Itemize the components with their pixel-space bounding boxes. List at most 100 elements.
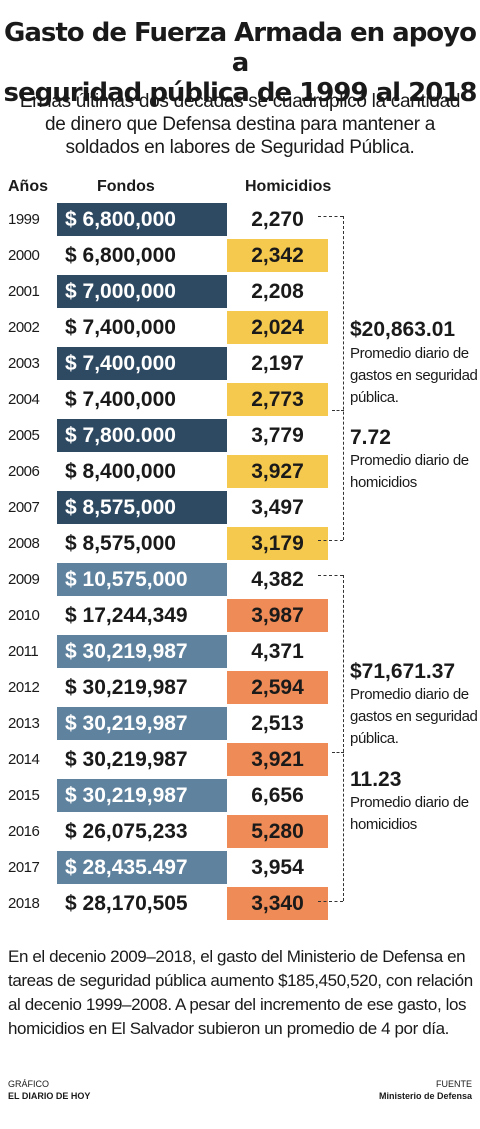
chart-subtitle: En las últimas dos décadas se cuadruplic… (19, 91, 461, 158)
bracket-1999-2008 (343, 216, 344, 540)
footer-note: En el decenio 2009–2018, el gasto del Mi… (8, 947, 473, 1038)
homicidios-cell: 4,371 (251, 640, 304, 663)
year-cell: 2014 (8, 751, 40, 768)
fondos-cell: $ 30,219,987 (57, 779, 227, 812)
table-row: 2007 $ 8,575,000 3,497 (0, 491, 480, 524)
table-row: 2014 $ 30,219,987 3,921 (0, 743, 480, 776)
year-cell: 2002 (8, 319, 40, 336)
column-header-homicidios: Homicidios (245, 178, 332, 195)
fondos-cell: $ 6,800,000 (65, 244, 176, 267)
fondos-cell: $ 7,400,000 (65, 388, 176, 411)
homicidios-cell: 2,270 (251, 208, 304, 231)
table-row: 2002 $ 7,400,000 2,024 (0, 311, 480, 344)
table-row: 2000 $ 6,800,000 2,342 (0, 239, 480, 272)
fondos-cell: $ 30,219,987 (65, 676, 188, 699)
stat-gasto-2009-2018: $71,671.37 (350, 660, 456, 683)
title-line-1: Gasto de Fuerza Armada en apoyo a (4, 18, 477, 78)
table-row: 2017 $ 28,435.497 3,954 (0, 851, 480, 884)
table-row: 2005 $ 7,800.000 3,779 (0, 419, 480, 452)
table-row: 2008 $ 8,575,000 3,179 (0, 527, 480, 560)
year-cell: 2006 (8, 463, 40, 480)
homicidios-cell: 2,197 (251, 352, 304, 375)
fondos-cell: $ 8,400,000 (65, 460, 176, 483)
fondos-cell: $ 30,219,987 (57, 635, 227, 668)
fondos-cell: $ 7,400,000 (57, 347, 227, 380)
homicidios-cell: 3,987 (227, 599, 328, 632)
homicidios-cell: 3,497 (251, 496, 304, 519)
homicidios-cell: 6,656 (251, 784, 304, 807)
stat-homicidios-label-1999-2008: Promedio diario de homicidios (350, 452, 469, 491)
credit-fuente-label: FUENTE (436, 1079, 472, 1089)
bracket-2-mid-tick (332, 752, 344, 753)
table-row: 2010 $ 17,244,349 3,987 (0, 599, 480, 632)
homicidios-cell: 2,024 (227, 311, 328, 344)
homicidios-cell: 2,773 (227, 383, 328, 416)
homicidios-cell: 2,594 (227, 671, 328, 704)
year-cell: 2008 (8, 535, 40, 552)
homicidios-cell: 3,340 (227, 887, 328, 920)
year-cell: 2004 (8, 391, 40, 408)
homicidios-cell: 2,513 (251, 712, 304, 735)
year-cell: 2003 (8, 355, 40, 372)
table-row: 2001 $ 7,000,000 2,208 (0, 275, 480, 308)
stat-gasto-label-1999-2008: Promedio diario de gastos en seguridad p… (350, 345, 478, 406)
stat-homicidios-1999-2008: 7.72 (350, 426, 391, 449)
fondos-cell: $ 7,800.000 (57, 419, 227, 452)
year-cell: 1999 (8, 211, 40, 228)
table-row: 2016 $ 26,075,233 5,280 (0, 815, 480, 848)
fondos-cell: $ 7,400,000 (65, 316, 176, 339)
credit-fuente-value: Ministerio de Defensa (378, 1091, 472, 1101)
table-row: 2004 $ 7,400,000 2,773 (0, 383, 480, 416)
bracket-1-bottom-tick (318, 540, 343, 541)
homicidios-cell: 3,921 (227, 743, 328, 776)
credit-fuente: FUENTE Ministerio de Defensa (379, 1078, 472, 1102)
table-row: 2018 $ 28,170,505 3,340 (0, 887, 480, 920)
year-cell: 2013 (8, 715, 40, 732)
year-cell: 2015 (8, 787, 40, 804)
fondos-cell: $ 28,170,505 (65, 892, 188, 915)
homicidios-cell: 3,779 (251, 424, 304, 447)
credit-grafico: GRÁFICO EL DIARIO DE HOY (8, 1078, 90, 1102)
bracket-2-top-tick (318, 575, 343, 576)
year-cell: 2018 (8, 895, 40, 912)
homicidios-cell: 3,954 (251, 856, 304, 879)
stat-homicidios-label-2009-2018: Promedio diario de homicidios (350, 794, 469, 833)
column-header-years: Años (8, 178, 48, 195)
table-row: 2006 $ 8,400,000 3,927 (0, 455, 480, 488)
table-row: 2011 $ 30,219,987 4,371 (0, 635, 480, 668)
fondos-cell: $ 7,000,000 (57, 275, 227, 308)
homicidios-cell: 5,280 (227, 815, 328, 848)
homicidios-cell: 2,342 (227, 239, 328, 272)
stat-gasto-label-2009-2018: Promedio diario de gastos en seguridad p… (350, 686, 478, 747)
homicidios-cell: 3,927 (227, 455, 328, 488)
year-cell: 2017 (8, 859, 40, 876)
year-cell: 2016 (8, 823, 40, 840)
year-cell: 2000 (8, 247, 40, 264)
homicidios-cell: 2,208 (251, 280, 304, 303)
year-cell: 2009 (8, 571, 40, 588)
bracket-1-mid-tick (332, 410, 344, 411)
table-row: 2003 $ 7,400,000 2,197 (0, 347, 480, 380)
bracket-1-top-tick (318, 216, 343, 217)
year-cell: 2010 (8, 607, 40, 624)
table-row: 2009 $ 10,575,000 4,382 (0, 563, 480, 596)
table-row: 2013 $ 30,219,987 2,513 (0, 707, 480, 740)
title-line-2: seguridad pública de 1999 al 2018 (3, 78, 478, 108)
fondos-cell: $ 8,575,000 (65, 532, 176, 555)
bracket-2-bottom-tick (318, 901, 343, 902)
column-header-fondos: Fondos (97, 178, 155, 195)
credit-grafico-value: EL DIARIO DE HOY (8, 1091, 91, 1101)
fondos-cell: $ 26,075,233 (65, 820, 188, 843)
stat-homicidios-2009-2018: 11.23 (350, 768, 402, 791)
bracket-2009-2018 (343, 575, 344, 901)
year-cell: 2012 (8, 679, 40, 696)
table-row: 2012 $ 30,219,987 2,594 (0, 671, 480, 704)
fondos-cell: $ 17,244,349 (65, 604, 188, 627)
fondos-cell: $ 30,219,987 (65, 748, 188, 771)
year-cell: 2001 (8, 283, 40, 300)
chart-title: Gasto de Fuerza Armada en apoyo a seguri… (0, 18, 480, 108)
credit-grafico-label: GRÁFICO (8, 1079, 50, 1089)
stat-gasto-1999-2008: $20,863.01 (350, 318, 456, 341)
fondos-cell: $ 28,435.497 (57, 851, 227, 884)
